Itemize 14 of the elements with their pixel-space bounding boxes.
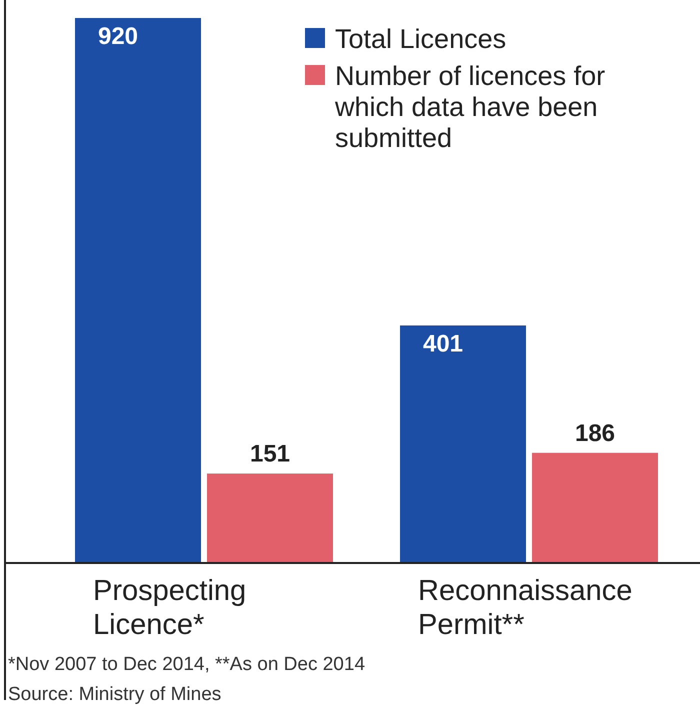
bar bbox=[532, 452, 658, 563]
x-tick-label: Prospecting Licence* bbox=[93, 575, 246, 641]
legend-label: Number of licences for which data have been submitted bbox=[334, 61, 606, 153]
text: *Nov 2007 to Dec 2014, **As on Dec 2014 bbox=[8, 654, 366, 675]
bar bbox=[207, 474, 333, 563]
x-tick-label: Reconnaissance Permit** bbox=[418, 575, 632, 641]
data-label: 186 bbox=[574, 420, 616, 447]
source-note: Source: Ministry of Mines bbox=[8, 684, 222, 705]
bar bbox=[75, 18, 201, 563]
data-label: 401 bbox=[422, 330, 464, 358]
data-label: 920 bbox=[98, 23, 138, 50]
data-label: 151 bbox=[250, 440, 290, 468]
bar bbox=[400, 325, 526, 563]
legend-label: Total Licences bbox=[335, 24, 506, 54]
